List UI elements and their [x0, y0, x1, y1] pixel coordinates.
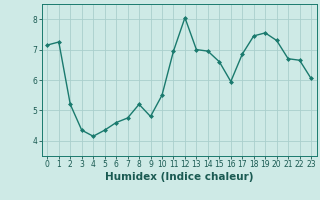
X-axis label: Humidex (Indice chaleur): Humidex (Indice chaleur): [105, 172, 253, 182]
